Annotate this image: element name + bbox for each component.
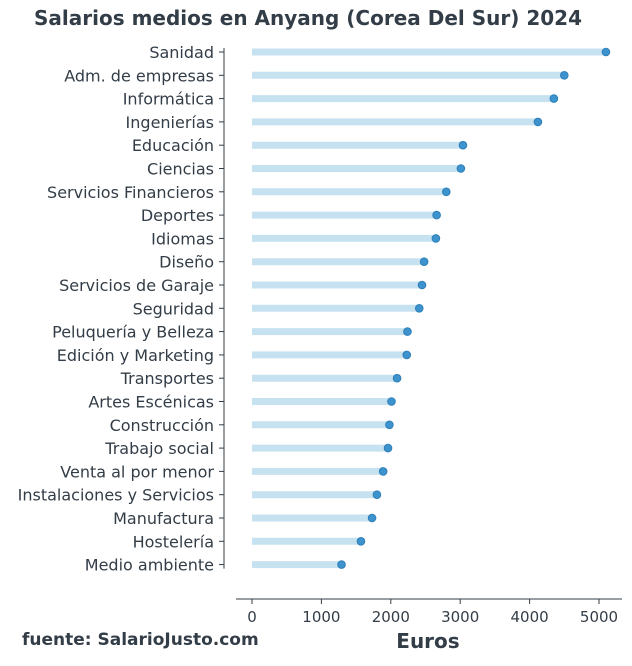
lollipop-marker bbox=[549, 94, 559, 103]
lollipop-marker bbox=[417, 280, 427, 290]
x-tick-label: 4000 bbox=[511, 608, 549, 626]
category-label: Venta al por menor bbox=[60, 462, 214, 481]
x-axis: 0 1000 2000 3000 4000 5000 bbox=[236, 598, 622, 626]
category-label: Adm. de empresas bbox=[64, 66, 214, 85]
category-label: Trabajo social bbox=[104, 439, 214, 458]
chart-title: Salarios medios en Anyang (Corea Del Sur… bbox=[34, 6, 582, 30]
category-label: Deportes bbox=[141, 206, 214, 225]
lollipop-marker bbox=[392, 373, 402, 383]
lollipop-marker bbox=[356, 537, 366, 546]
x-tick-label: 2000 bbox=[372, 608, 410, 626]
category-label: Manufactura bbox=[113, 509, 214, 528]
lollipop-marker bbox=[385, 420, 394, 430]
category-label: Ciencias bbox=[147, 160, 214, 179]
lollipop-marker bbox=[402, 350, 412, 360]
category-label: Construcción bbox=[110, 416, 214, 435]
lollipop-marker bbox=[456, 164, 466, 173]
category-label: Medio ambiente bbox=[85, 556, 214, 575]
lollipop-marker bbox=[337, 560, 346, 569]
category-label: Ingenierías bbox=[126, 113, 214, 132]
x-axis-label: Euros bbox=[396, 629, 459, 653]
category-label: Peluquería y Belleza bbox=[52, 323, 214, 342]
x-tick-label: 0 bbox=[247, 608, 257, 626]
lollipop-marker bbox=[419, 257, 429, 267]
category-label: Transportes bbox=[120, 369, 214, 388]
lollipop-marker bbox=[403, 327, 412, 336]
lollipop-marker bbox=[383, 443, 393, 453]
y-axis: Sanidad Adm. de empresas Informática Ingeni… bbox=[18, 43, 225, 575]
category-label: Educación bbox=[132, 136, 214, 155]
lollipop-marker bbox=[387, 397, 396, 406]
category-label: Idiomas bbox=[151, 229, 214, 248]
lollipop-marker bbox=[378, 467, 388, 476]
x-tick-label: 3000 bbox=[441, 608, 479, 626]
lollipop-marker bbox=[372, 490, 382, 500]
category-label: Diseño bbox=[159, 253, 214, 272]
x-tick-label: 1000 bbox=[302, 608, 340, 626]
lollipop-marker bbox=[431, 234, 441, 243]
category-label: Informática bbox=[123, 90, 214, 109]
category-label: Seguridad bbox=[133, 299, 214, 318]
category-label: Servicios de Garaje bbox=[59, 276, 214, 295]
stems bbox=[252, 48, 606, 569]
lollipop-marker bbox=[533, 117, 543, 127]
lollipop-marker bbox=[601, 47, 611, 57]
lollipop-marker bbox=[414, 304, 424, 313]
source-note: fuente: SalarioJusto.com bbox=[22, 630, 259, 650]
lollipop-marker bbox=[442, 187, 451, 197]
lollipop-marker bbox=[560, 71, 569, 80]
markers bbox=[337, 47, 611, 569]
lollipop-marker bbox=[458, 140, 468, 150]
category-label: Sanidad bbox=[149, 43, 214, 62]
x-tick-label: 5000 bbox=[580, 608, 618, 626]
category-label: Servicios Financieros bbox=[47, 183, 214, 202]
lollipop-marker bbox=[367, 513, 377, 523]
category-label: Hostelería bbox=[133, 532, 214, 551]
category-label: Instalaciones y Servicios bbox=[18, 486, 214, 505]
category-label: Artes Escénicas bbox=[88, 393, 214, 412]
lollipop-marker bbox=[432, 210, 441, 220]
category-label: Edición y Marketing bbox=[57, 346, 214, 365]
